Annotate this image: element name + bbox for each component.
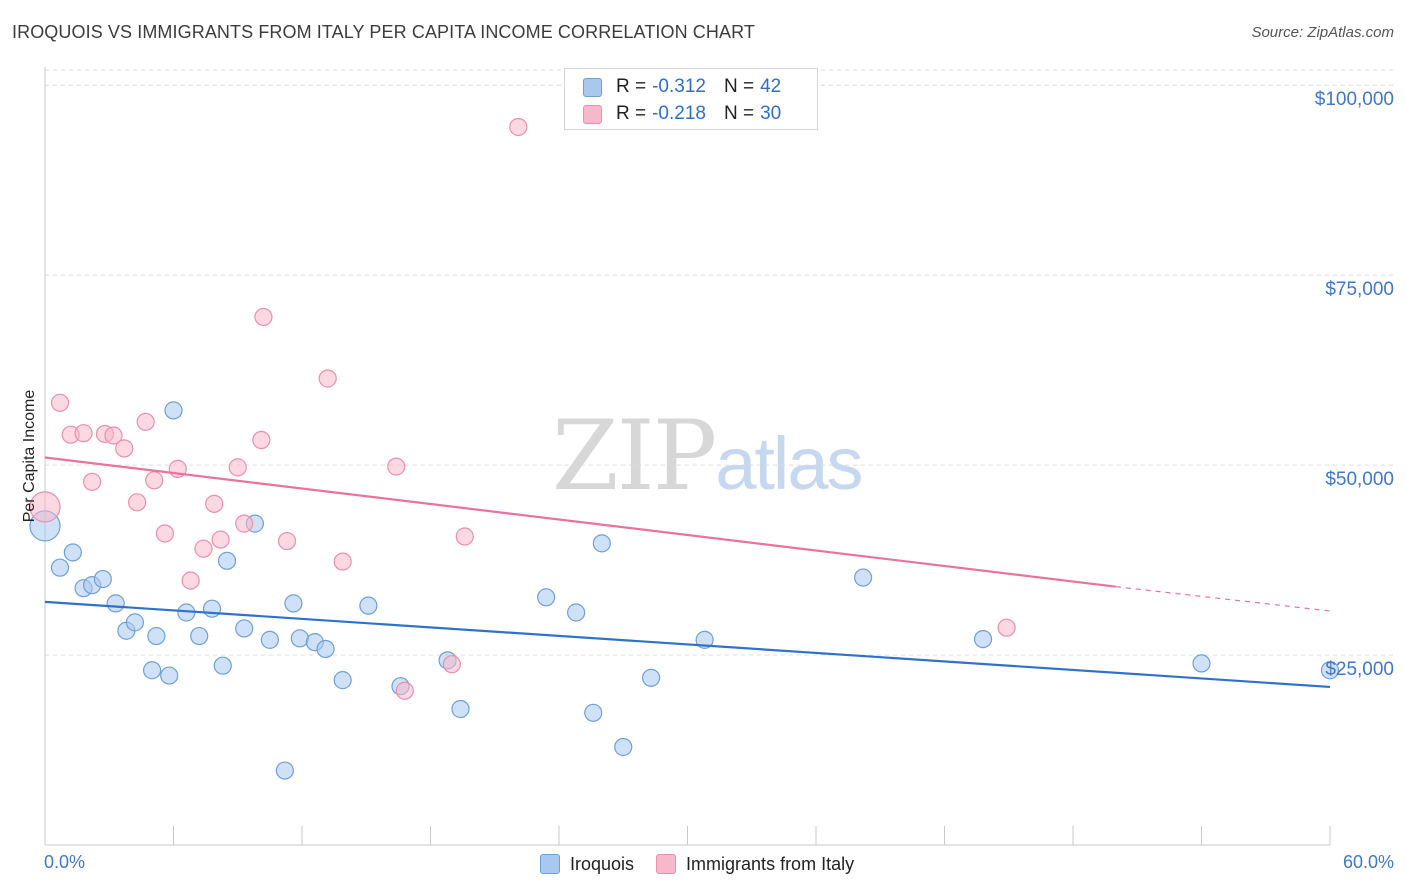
- italy-point: [254, 307, 273, 327]
- x-tick-label-min: 0.0%: [44, 852, 86, 872]
- n-label: N =: [723, 76, 755, 97]
- italy-point: [145, 471, 164, 490]
- r-value: -0.312: [652, 76, 706, 97]
- legend-label-italy: Immigrants from Italy: [686, 853, 855, 874]
- italy-point: [136, 412, 155, 431]
- italy-point: [395, 681, 414, 700]
- iroquois-point: [235, 619, 254, 638]
- iroquois-trend-line: [44, 600, 1331, 689]
- iroquois-point: [854, 568, 873, 587]
- legend-item-iroquois[interactable]: Iroquois: [540, 854, 634, 875]
- y-tick-label: $75,000: [1325, 279, 1394, 301]
- y-tick-label: $50,000: [1325, 469, 1394, 491]
- legend-label-iroquois: Iroquois: [570, 853, 635, 874]
- series-legend: Iroquois Immigrants from Italy: [540, 851, 876, 877]
- italy-point: [50, 393, 70, 412]
- italy-point: [997, 618, 1016, 637]
- italy-point: [333, 552, 352, 571]
- italy-swatch: [583, 104, 602, 124]
- source-note: Source: ZipAtlas.com: [1251, 24, 1394, 41]
- iroquois-point: [164, 401, 183, 420]
- italy-point: [211, 530, 230, 549]
- italy-trend-line: [44, 456, 1116, 588]
- italy-point: [509, 117, 528, 137]
- italy-point: [252, 430, 271, 450]
- iroquois-point: [316, 639, 335, 659]
- iroquois-point: [63, 543, 82, 562]
- iroquois-point: [333, 671, 352, 690]
- italy-point: [104, 426, 123, 445]
- italy-point: [29, 491, 61, 523]
- italy-point: [442, 655, 462, 674]
- correlation-legend: R = -0.312 N = 42 R = -0.218 N = 30: [564, 68, 818, 130]
- iroquois-point: [359, 596, 378, 615]
- italy-point: [318, 369, 337, 388]
- iroquois-point: [93, 569, 112, 589]
- iroquois-point: [973, 629, 993, 649]
- iroquois-point: [1320, 661, 1340, 680]
- iroquois-legend-swatch: [540, 854, 560, 874]
- y-axis-label: Per Capita Income: [21, 389, 38, 523]
- n-value: 42: [760, 76, 782, 97]
- iroquois-point: [641, 668, 661, 687]
- legend-row-italy: R = -0.218 N = 30: [583, 102, 781, 126]
- iroquois-point: [1192, 654, 1211, 673]
- italy-point: [74, 424, 93, 443]
- iroquois-point: [275, 761, 294, 780]
- iroquois-point: [537, 588, 556, 607]
- iroquois-point: [567, 603, 586, 622]
- iroquois-point: [592, 534, 611, 553]
- iroquois-point: [125, 613, 145, 632]
- iroquois-point: [451, 699, 470, 719]
- iroquois-point: [217, 551, 237, 570]
- iroquois-point: [147, 626, 166, 646]
- x-tick-label-max: 60.0%: [1342, 852, 1394, 872]
- iroquois-point: [290, 629, 309, 648]
- iroquois-point: [202, 599, 222, 618]
- italy-point: [235, 514, 254, 533]
- italy-point: [455, 527, 474, 546]
- iroquois-point: [142, 661, 162, 680]
- iroquois-point: [50, 558, 70, 577]
- italy-point: [155, 524, 175, 543]
- iroquois-point: [614, 737, 633, 757]
- italy-point: [115, 439, 134, 458]
- r-value: -0.218: [652, 103, 706, 124]
- chart-title: IROQUOIS VS IMMIGRANTS FROM ITALY PER CA…: [12, 22, 755, 42]
- italy-point: [83, 472, 102, 491]
- n-value: 30: [760, 103, 782, 124]
- iroquois-point: [260, 630, 279, 649]
- italy-point: [194, 539, 213, 558]
- watermark-zip: ZIP: [552, 400, 717, 512]
- legend-row-iroquois: R = -0.312 N = 42: [583, 75, 781, 99]
- iroquois-point: [213, 656, 232, 675]
- iroquois-point: [284, 594, 303, 613]
- iroquois-point: [106, 594, 125, 613]
- watermark-atlas: atlas: [715, 422, 863, 505]
- y-tick-label: $25,000: [1325, 659, 1394, 681]
- iroquois-point: [695, 630, 714, 649]
- iroquois-point: [190, 626, 209, 646]
- italy-point: [277, 531, 297, 551]
- italy-point: [127, 493, 147, 512]
- italy-trend-extension: [1115, 586, 1331, 612]
- r-label: R =: [616, 76, 647, 97]
- italy-legend-swatch: [656, 854, 677, 874]
- legend-item-italy[interactable]: Immigrants from Italy: [656, 854, 854, 875]
- iroquois-point: [584, 703, 603, 722]
- italy-point: [387, 457, 406, 476]
- y-tick-label: $100,000: [1314, 89, 1394, 111]
- italy-point: [181, 571, 200, 590]
- italy-point: [205, 494, 224, 513]
- italy-point: [228, 458, 247, 477]
- r-label: R =: [616, 103, 647, 124]
- iroquois-swatch: [583, 77, 602, 97]
- iroquois-point: [160, 666, 179, 685]
- n-label: N =: [723, 103, 755, 124]
- zipatlas-watermark: ZIPatlas: [552, 400, 864, 512]
